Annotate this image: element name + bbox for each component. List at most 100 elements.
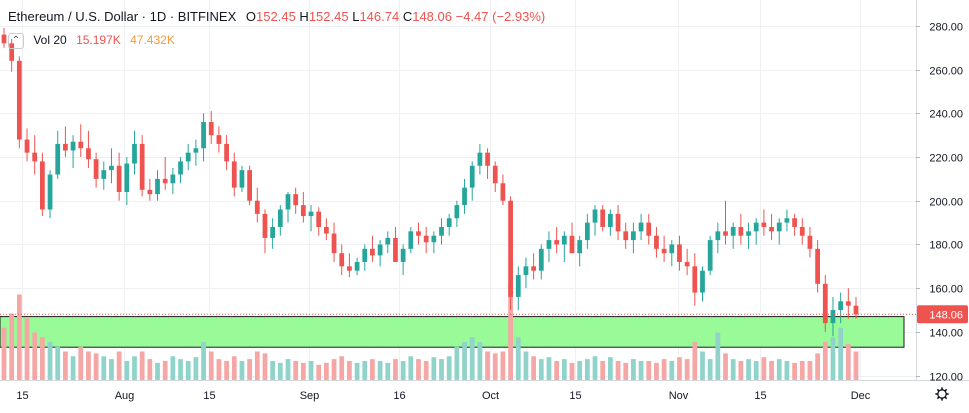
candle-body <box>162 178 168 184</box>
chevron-up-icon[interactable]: ⌃ <box>8 32 24 49</box>
candle-body <box>339 253 345 267</box>
gear-icon[interactable] <box>935 387 949 401</box>
candle-body <box>262 213 268 238</box>
x-tick-label: 15 <box>16 390 28 402</box>
volume-bar <box>431 357 437 380</box>
candle-body <box>515 275 521 297</box>
volume-bar <box>761 357 767 380</box>
candle-body <box>277 209 283 227</box>
close-value: 148.06 <box>412 9 452 24</box>
low-label: L <box>352 9 360 24</box>
candle-body <box>538 248 544 271</box>
volume-bar <box>70 356 76 380</box>
candle-body <box>615 213 621 232</box>
candle-body <box>523 266 529 276</box>
volume-bar <box>584 359 590 380</box>
candle-body <box>830 310 836 324</box>
volume-bar <box>32 332 38 380</box>
volume-bar <box>323 362 329 380</box>
volume-bar <box>492 353 498 380</box>
volume-bar <box>109 359 114 380</box>
volume-bar <box>24 318 30 380</box>
candle-body <box>485 152 490 166</box>
volume-bar <box>561 359 567 380</box>
volume-bar <box>623 362 629 380</box>
volume-bar <box>155 362 160 380</box>
y-tick-label: 160.00 <box>929 284 963 296</box>
volume-ma-value: 47.432K <box>130 33 175 47</box>
candle-body <box>431 235 437 243</box>
volume-bar <box>646 361 652 380</box>
candle-body <box>370 248 375 256</box>
candle-body <box>838 301 844 311</box>
candle-body <box>531 266 537 271</box>
candle-body <box>385 237 391 245</box>
candle-body <box>239 170 245 188</box>
y-tick-label: 260.00 <box>929 66 963 78</box>
candle-body <box>408 231 414 249</box>
y-tick-label: 120.00 <box>929 372 963 384</box>
volume-bar <box>654 362 659 380</box>
candle-body <box>132 143 137 164</box>
candle-body <box>753 222 759 232</box>
candle-body <box>592 209 598 223</box>
volume-bar <box>400 361 406 380</box>
volume-bar <box>845 343 851 380</box>
price-axis <box>916 0 969 408</box>
volume-bar <box>339 356 345 380</box>
candle-body <box>853 305 859 315</box>
candle-body <box>684 261 690 267</box>
candle-body <box>546 240 552 249</box>
volume-bar <box>669 361 675 380</box>
volume-bar <box>178 359 183 380</box>
volume-bar <box>799 361 805 380</box>
candle-body <box>331 233 337 254</box>
candle-body <box>1 34 7 44</box>
candle-body <box>170 174 176 184</box>
candle-body <box>584 222 590 241</box>
low-value: 146.74 <box>359 9 400 24</box>
candle-body <box>631 231 636 241</box>
x-tick-label: 15 <box>203 390 215 402</box>
volume-bar <box>9 313 15 380</box>
candle-body <box>155 178 160 195</box>
last-price-tag <box>917 305 968 324</box>
candle-body <box>39 161 45 210</box>
chart-title: Ethereum / U.S. Dollar · 1D · BITFINEX <box>8 9 237 24</box>
candle-body <box>462 187 467 206</box>
x-tick-label: 16 <box>393 390 405 402</box>
volume-bar <box>224 361 229 380</box>
candle-body <box>377 244 383 256</box>
candle-body <box>316 211 322 227</box>
volume-bar <box>661 359 667 380</box>
open-label: O <box>245 9 257 24</box>
volume-bar <box>231 356 237 380</box>
volume-bar <box>147 359 153 380</box>
volume-bar <box>93 353 99 380</box>
volume-bar <box>784 361 790 380</box>
candle-body <box>815 248 821 284</box>
candle-body <box>554 240 560 245</box>
candle-body <box>822 283 828 324</box>
volume-bar <box>746 359 751 380</box>
volume-bar <box>515 337 521 380</box>
candle-body <box>32 152 38 162</box>
volume-bar <box>700 351 705 380</box>
volume-bar <box>508 285 513 380</box>
candle-body <box>600 209 606 227</box>
candle-body <box>16 60 22 140</box>
volume-bar <box>316 364 322 380</box>
x-tick-label: 15 <box>569 390 581 402</box>
candle-body <box>116 165 122 192</box>
volume-bar <box>362 361 368 380</box>
candle-body <box>270 226 276 238</box>
highlight-zone <box>0 316 905 348</box>
volume-label: Vol 20 <box>33 33 67 47</box>
volume-bar <box>331 359 337 380</box>
volume-bar <box>538 359 544 380</box>
volume-bar <box>55 346 61 380</box>
candle-body <box>247 170 253 201</box>
volume-bar <box>139 351 145 380</box>
